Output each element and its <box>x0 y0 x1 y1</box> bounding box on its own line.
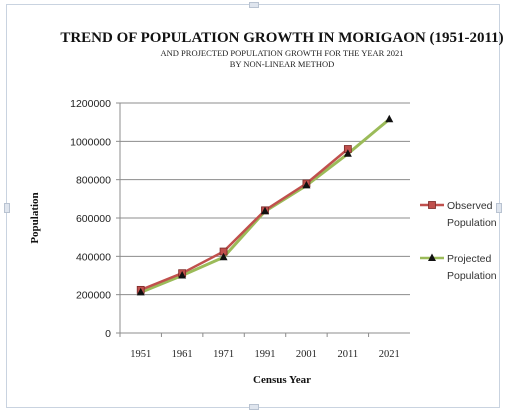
chart-subtitle-1: AND PROJECTED POPULATION GROWTH FOR THE … <box>161 48 404 58</box>
x-tick-label: 1961 <box>172 349 193 360</box>
chart-frame <box>4 2 502 410</box>
x-axis-title: Census Year <box>253 374 311 386</box>
x-tick-label: 2001 <box>296 349 317 360</box>
y-tick-label: 0 <box>105 328 111 340</box>
x-axis-tick-labels: 1951 1961 1971 1991 2001 2011 2021 <box>130 349 400 360</box>
chart-title: TREND OF POPULATION GROWTH IN MORIGAON (… <box>60 30 503 46</box>
series-line-projected <box>140 118 391 294</box>
x-tick-label: 2021 <box>379 349 400 360</box>
series-line-observed <box>140 148 349 292</box>
y-axis-title: Population <box>29 192 41 243</box>
legend-label: Population <box>447 270 497 282</box>
projected-point <box>302 180 311 189</box>
x-tick-label: 1971 <box>213 349 234 360</box>
y-tick-label: 800000 <box>76 175 111 187</box>
y-tick-label: 200000 <box>76 290 111 302</box>
series-markers <box>136 114 394 296</box>
x-tick-label: 1991 <box>255 349 276 360</box>
y-tick-label: 1000000 <box>70 136 111 148</box>
projected-point <box>343 149 352 157</box>
y-axis-tick-labels: 0 200000 400000 600000 800000 1000000 1200000 <box>70 98 111 340</box>
legend-label: Population <box>447 217 497 229</box>
projected-point <box>261 206 269 215</box>
resize-handle-top[interactable] <box>249 2 259 8</box>
resize-handle-right[interactable] <box>496 203 502 213</box>
legend-label: Observed <box>447 200 493 212</box>
projected-point <box>178 271 187 279</box>
y-tick-label: 1200000 <box>70 98 111 110</box>
y-tick-label: 600000 <box>76 213 111 225</box>
gridlines <box>116 102 410 334</box>
projected-point <box>385 114 394 123</box>
legend-marker-projected <box>428 253 436 261</box>
series-lines <box>140 118 391 294</box>
y-tick-label: 400000 <box>76 251 111 263</box>
resize-handle-left[interactable] <box>4 203 10 213</box>
legend: Observed Population Projected Population <box>420 200 497 282</box>
axes <box>119 103 410 337</box>
chart-subtitle-2: BY NON-LINEAR METHOD <box>230 59 335 69</box>
legend-marker-observed <box>428 201 436 209</box>
x-tick-label: 2011 <box>338 349 359 360</box>
resize-handle-bottom[interactable] <box>249 404 259 410</box>
projected-point <box>219 252 228 261</box>
x-tick-label: 1951 <box>130 349 151 360</box>
projected-point <box>136 287 145 296</box>
legend-label: Projected <box>447 253 492 265</box>
